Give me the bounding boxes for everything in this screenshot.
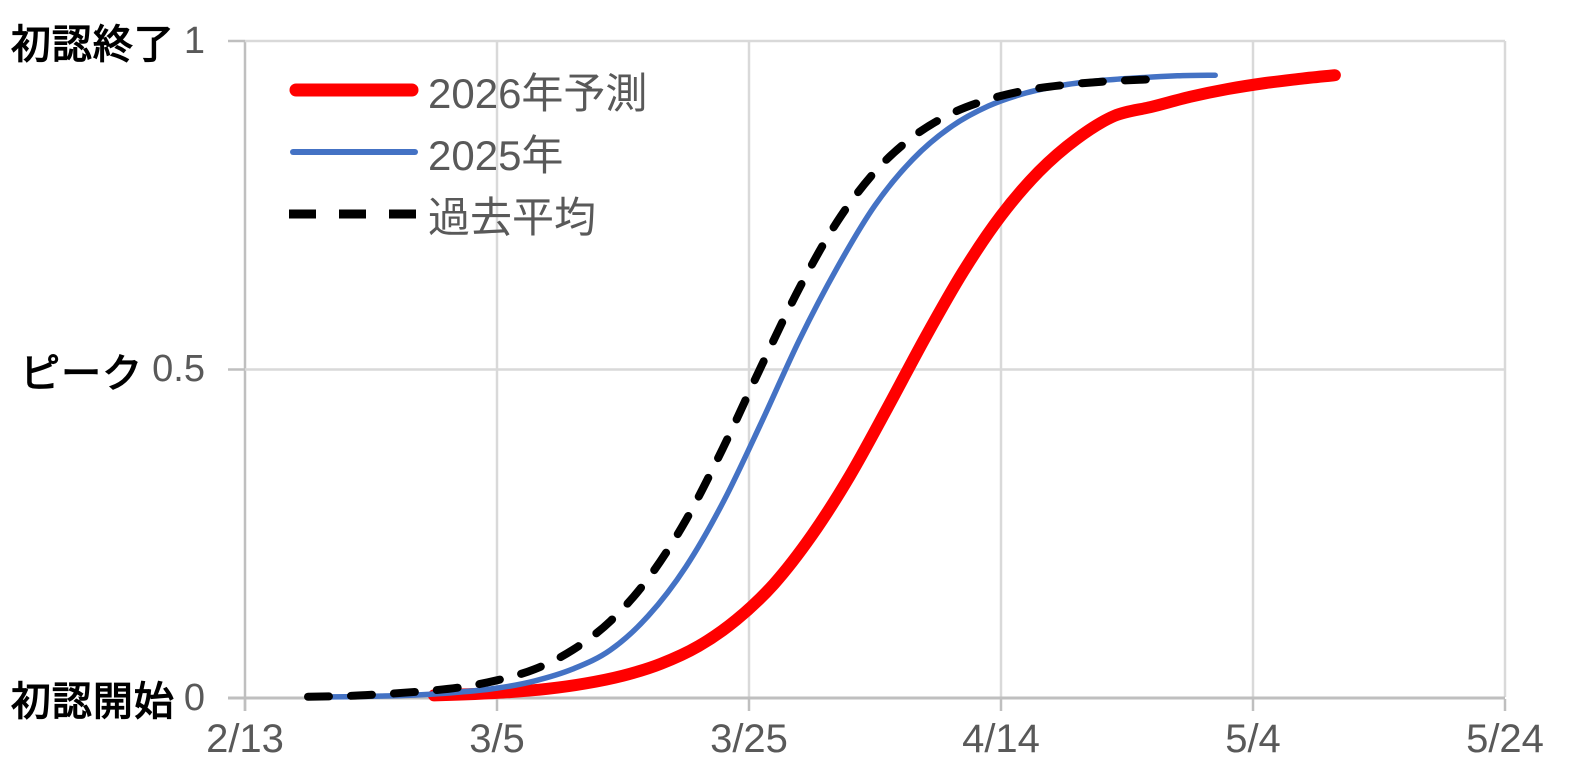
x-tick-label: 5/4 [1225,717,1281,761]
x-tick-label: 3/5 [469,717,525,761]
legend: 2026年予測 2025年 過去平均 [288,59,647,245]
legend-label-2026: 2026年予測 [428,69,648,117]
legend-label-average: 過去平均 [428,193,597,241]
y-tick-1: 1 [183,19,205,62]
x-tick-label: 2/13 [206,717,284,761]
x-tick-label: 3/25 [710,717,788,761]
y-tick-0: 0 [183,676,205,719]
y-label-middle-text: ピーク [20,351,144,396]
legend-line-2025-icon [290,149,418,155]
y-label-middle: ピーク 0.5 [20,341,205,399]
legend-item-2026-forecast: 2026年予測 [288,59,647,121]
y-tick-05: 0.5 [152,348,205,390]
series-line-過去平均 [304,75,1169,701]
series-line-2026年予測 [428,69,1341,702]
legend-line-average-icon [289,209,419,219]
x-axis-labels: 2/13 3/5 3/25 4/14 5/4 5/24 [0,710,1572,772]
legend-item-past-average: 過去平均 [288,183,647,245]
legend-line-2026-icon [289,83,419,97]
y-label-top-text: 初認終了 [10,23,175,67]
x-tick-label: 4/14 [962,717,1040,761]
y-label-bottom: 初認開始 0 [11,669,205,727]
legend-item-2025: 2025年 [288,121,647,183]
y-label-top: 初認終了 1 [11,12,205,70]
y-label-bottom-text: 初認開始 [10,680,175,724]
x-tick-label: 5/24 [1466,717,1544,761]
legend-label-2025: 2025年 [428,131,564,179]
